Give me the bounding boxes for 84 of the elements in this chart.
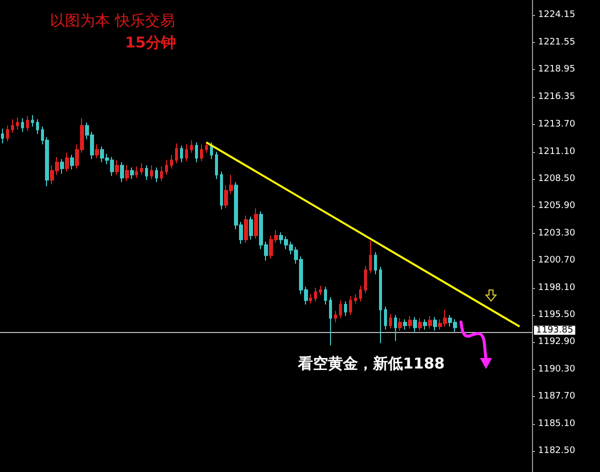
candlestick [185, 144, 188, 162]
text: 以图为本 快乐交易 [50, 12, 175, 30]
candlestick [70, 154, 74, 170]
candlestick [374, 252, 377, 275]
candlestick [364, 265, 367, 294]
candlestick [339, 300, 342, 319]
candlestick [398, 318, 402, 332]
text: 15分钟 [125, 34, 176, 52]
candlestick [254, 208, 258, 240]
candlestick [150, 164, 153, 180]
y-tick-label: 1211.10 [538, 146, 576, 157]
candlestick [319, 285, 322, 296]
y-tick-label: 1221.55 [538, 37, 576, 48]
candlestick [215, 151, 218, 180]
candlestick [6, 125, 9, 142]
candlestick [65, 152, 69, 172]
y-tick-label: 1195.50 [538, 310, 576, 320]
candlestick [1, 128, 4, 144]
candlestick [135, 166, 138, 178]
y-tick-label: 1205.90 [538, 201, 576, 212]
candlestick [354, 294, 357, 304]
candlestick [200, 144, 203, 162]
y-tick-label: 1208.50 [538, 174, 576, 184]
candlestick [11, 118, 14, 134]
candlestick [210, 142, 213, 160]
y-tick-label: 1216.35 [538, 92, 576, 102]
candlestick [314, 287, 317, 302]
y-tick-label: 1213.70 [538, 120, 576, 130]
candlestick [423, 318, 427, 330]
candlestick [145, 164, 148, 181]
candlestick [349, 296, 352, 316]
candlestick [170, 154, 173, 169]
y-tick-label: 1224.15 [538, 10, 576, 20]
y-tick-label: 1190.30 [538, 364, 576, 374]
candlestick [140, 162, 143, 176]
candlestick [36, 118, 39, 134]
candlestick [125, 164, 129, 182]
candlestick [175, 142, 178, 164]
candlestick [384, 306, 387, 330]
candlestick [389, 313, 392, 330]
annotation: 看空黄金，新低1188 [297, 354, 445, 372]
candlestick [244, 215, 248, 244]
candlestick [334, 310, 337, 323]
candlestick [428, 316, 432, 330]
candlestick [220, 171, 223, 210]
candlestick [205, 142, 208, 154]
candlestick [249, 216, 253, 240]
candlestick [394, 314, 397, 342]
candlestick [115, 160, 119, 176]
candlestick [120, 162, 124, 183]
y-tick-label: 1182.50 [538, 446, 576, 456]
candlestick [379, 266, 382, 344]
y-tick-label: 1203.30 [538, 228, 576, 238]
candlestick [16, 116, 19, 130]
candlestick [329, 296, 332, 346]
candlestick [95, 144, 99, 159]
candlestick [60, 158, 64, 174]
y-tick-label: 1198.10 [538, 282, 576, 293]
candlestick [369, 240, 372, 274]
y-tick-label: 1192.90 [538, 337, 576, 348]
y-tick-label: 1185.10 [538, 418, 576, 429]
candlestick [26, 116, 29, 132]
candlestick [359, 285, 362, 302]
y-tick-label: 1187.70 [538, 392, 576, 402]
candlestick [433, 316, 437, 332]
y-tick-label: 1218.95 [538, 64, 576, 75]
candlestick [324, 286, 327, 306]
y-tick-label: 1200.70 [538, 256, 576, 266]
candlestick [160, 166, 163, 182]
candlestick [130, 166, 134, 180]
candlestick [413, 316, 417, 332]
candlestick [165, 160, 168, 176]
candlestick [403, 318, 407, 330]
candlestick [309, 294, 312, 304]
candlestick [344, 300, 347, 317]
candlestick [408, 316, 412, 330]
candlestick [418, 318, 422, 332]
candlestick [31, 114, 34, 128]
candlestick [155, 166, 158, 183]
candlestick [195, 142, 198, 163]
ref-line-label: 1193.85 [536, 325, 574, 336]
candlestick [21, 118, 24, 132]
candlestick [180, 144, 183, 163]
candlestick [190, 140, 193, 154]
